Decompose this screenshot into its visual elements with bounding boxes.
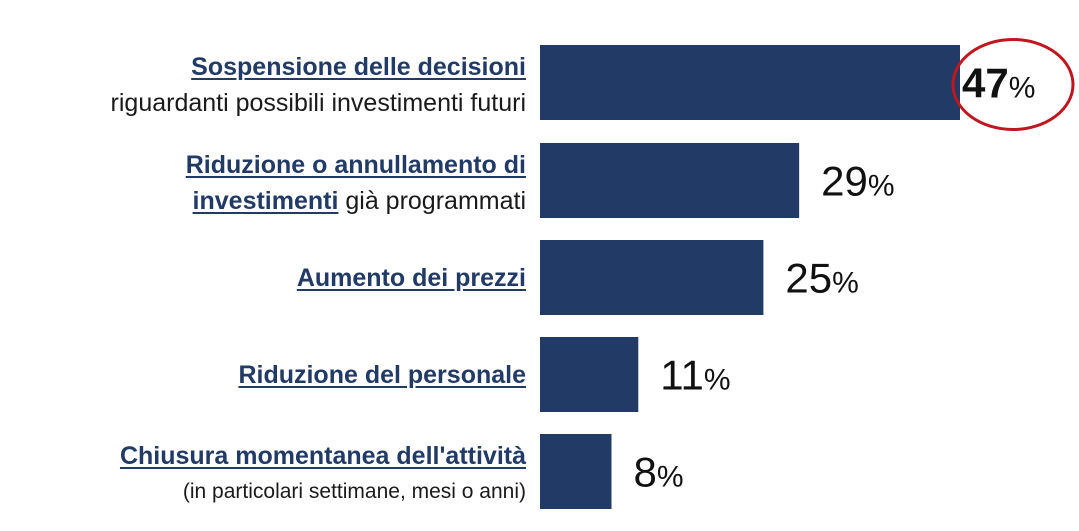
category-title: Chiusura momentanea dell'attività [119, 441, 526, 470]
category-title: Riduzione del personale [238, 360, 526, 389]
category-subtitle: (in particolari settimane, mesi o anni) [182, 479, 526, 503]
bar-3 [540, 337, 639, 412]
category-label-0: Sospensione delle decisioni riguardanti p… [111, 51, 526, 123]
value-number: 11 [660, 352, 704, 399]
value-number: 8 [633, 449, 656, 496]
category-label-3: Riduzione del personale [238, 359, 526, 395]
value-label-4: 8% [633, 449, 683, 496]
category-label-line: Aumento dei prezzi [297, 262, 526, 298]
category-label-line: riguardanti possibili investimenti futur… [111, 87, 526, 123]
value-label-3: 11% [660, 352, 730, 399]
value-label-1: 29% [821, 158, 894, 205]
bar-1 [540, 143, 800, 218]
category-label-2: Aumento dei prezzi [297, 262, 526, 298]
category-title: Sospensione delle decisioni [191, 52, 526, 81]
category-label-line: Riduzione del personale [238, 359, 526, 395]
value-number: 25 [785, 255, 832, 302]
value-unit: % [832, 267, 859, 300]
category-subtitle: già programmati [338, 186, 526, 215]
bar-2 [540, 240, 764, 315]
value-unit: % [704, 364, 731, 397]
value-unit: % [1009, 72, 1036, 105]
category-label-line: Chiusura momentanea dell'attività [120, 440, 526, 476]
bar-4 [540, 434, 612, 509]
value-label-0: 47% [962, 60, 1035, 107]
category-title: Aumento dei prezzi [296, 263, 526, 292]
value-number: 29 [821, 158, 868, 205]
value-number: 47 [962, 60, 1009, 107]
value-label-2: 25% [785, 255, 858, 302]
value-unit: % [868, 170, 895, 203]
category-title: investimenti [192, 186, 339, 215]
value-unit: % [657, 461, 684, 494]
category-label-line: investimenti già programmati [186, 185, 526, 221]
category-label-line: Sospensione delle decisioni [111, 51, 526, 87]
highlight-ring [951, 38, 1075, 131]
category-title: Riduzione o annullamento di [185, 150, 526, 179]
category-label-1: Riduzione o annullamento di investimenti … [186, 149, 526, 221]
category-subtitle: riguardanti possibili investimenti futur… [110, 88, 526, 117]
category-label-line: (in particolari settimane, mesi o anni) [120, 476, 526, 510]
category-label-4: Chiusura momentanea dell'attività (in par… [120, 440, 526, 510]
bar-0 [540, 45, 960, 120]
category-label-line: Riduzione o annullamento di [186, 149, 526, 185]
